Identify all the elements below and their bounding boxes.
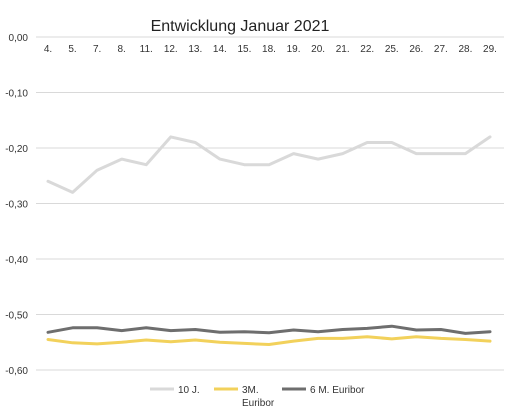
series-line-2 <box>46 335 492 346</box>
x-tick-label: 25. <box>385 44 399 55</box>
x-tick-label: 12. <box>164 44 178 55</box>
x-tick-label: 27. <box>434 44 448 55</box>
gridlines <box>36 36 504 371</box>
x-tick-label: 4. <box>44 44 52 55</box>
y-axis-tick-labels: 0,00 -0,10 -0,20 -0,30 -0,40 -0,50 -0,60 <box>5 33 28 377</box>
x-tick-label: 15. <box>237 44 251 55</box>
x-tick-label: 8. <box>117 44 125 55</box>
y-tick-label: 0,00 <box>9 33 29 44</box>
y-tick-label: -0,50 <box>5 311 28 322</box>
x-axis-tick-labels: 4. 5. 7. 8. 11. 12. 13. 14. 15. 18. 19. 20. 21. 22. 25… <box>44 44 497 55</box>
series-lines <box>46 135 492 346</box>
y-tick-label: -0,60 <box>5 366 28 377</box>
y-tick-label: -0,40 <box>5 255 28 266</box>
x-tick-label: 19. <box>287 44 301 55</box>
x-tick-label: 26. <box>409 44 423 55</box>
x-tick-label: 7. <box>93 44 101 55</box>
legend-label: 10 J. <box>178 385 200 396</box>
y-tick-label: -0,10 <box>5 89 28 100</box>
x-tick-label: 13. <box>188 44 202 55</box>
x-tick-label: 28. <box>458 44 472 55</box>
x-tick-label: 29. <box>483 44 497 55</box>
legend-label: Euribor <box>242 398 275 409</box>
y-tick-label: -0,30 <box>5 200 28 211</box>
series-line-3 <box>46 324 492 335</box>
x-tick-label: 20. <box>311 44 325 55</box>
legend-label: 3M. <box>242 385 259 396</box>
x-tick-label: 22. <box>360 44 374 55</box>
x-tick-label: 11. <box>140 44 153 55</box>
y-tick-label: -0,20 <box>5 144 28 155</box>
legend-label: 6 M. Euribor <box>310 385 365 396</box>
x-tick-label: 21. <box>336 44 350 55</box>
x-tick-label: 18. <box>262 44 276 55</box>
legend: 10 J. 3M. Euribor 6 M. Euribor <box>150 385 365 409</box>
series-line-1 <box>46 135 492 194</box>
x-tick-label: 14. <box>213 44 227 55</box>
chart-title: Entwicklung Januar 2021 <box>151 18 330 35</box>
x-tick-label: 5. <box>68 44 76 55</box>
